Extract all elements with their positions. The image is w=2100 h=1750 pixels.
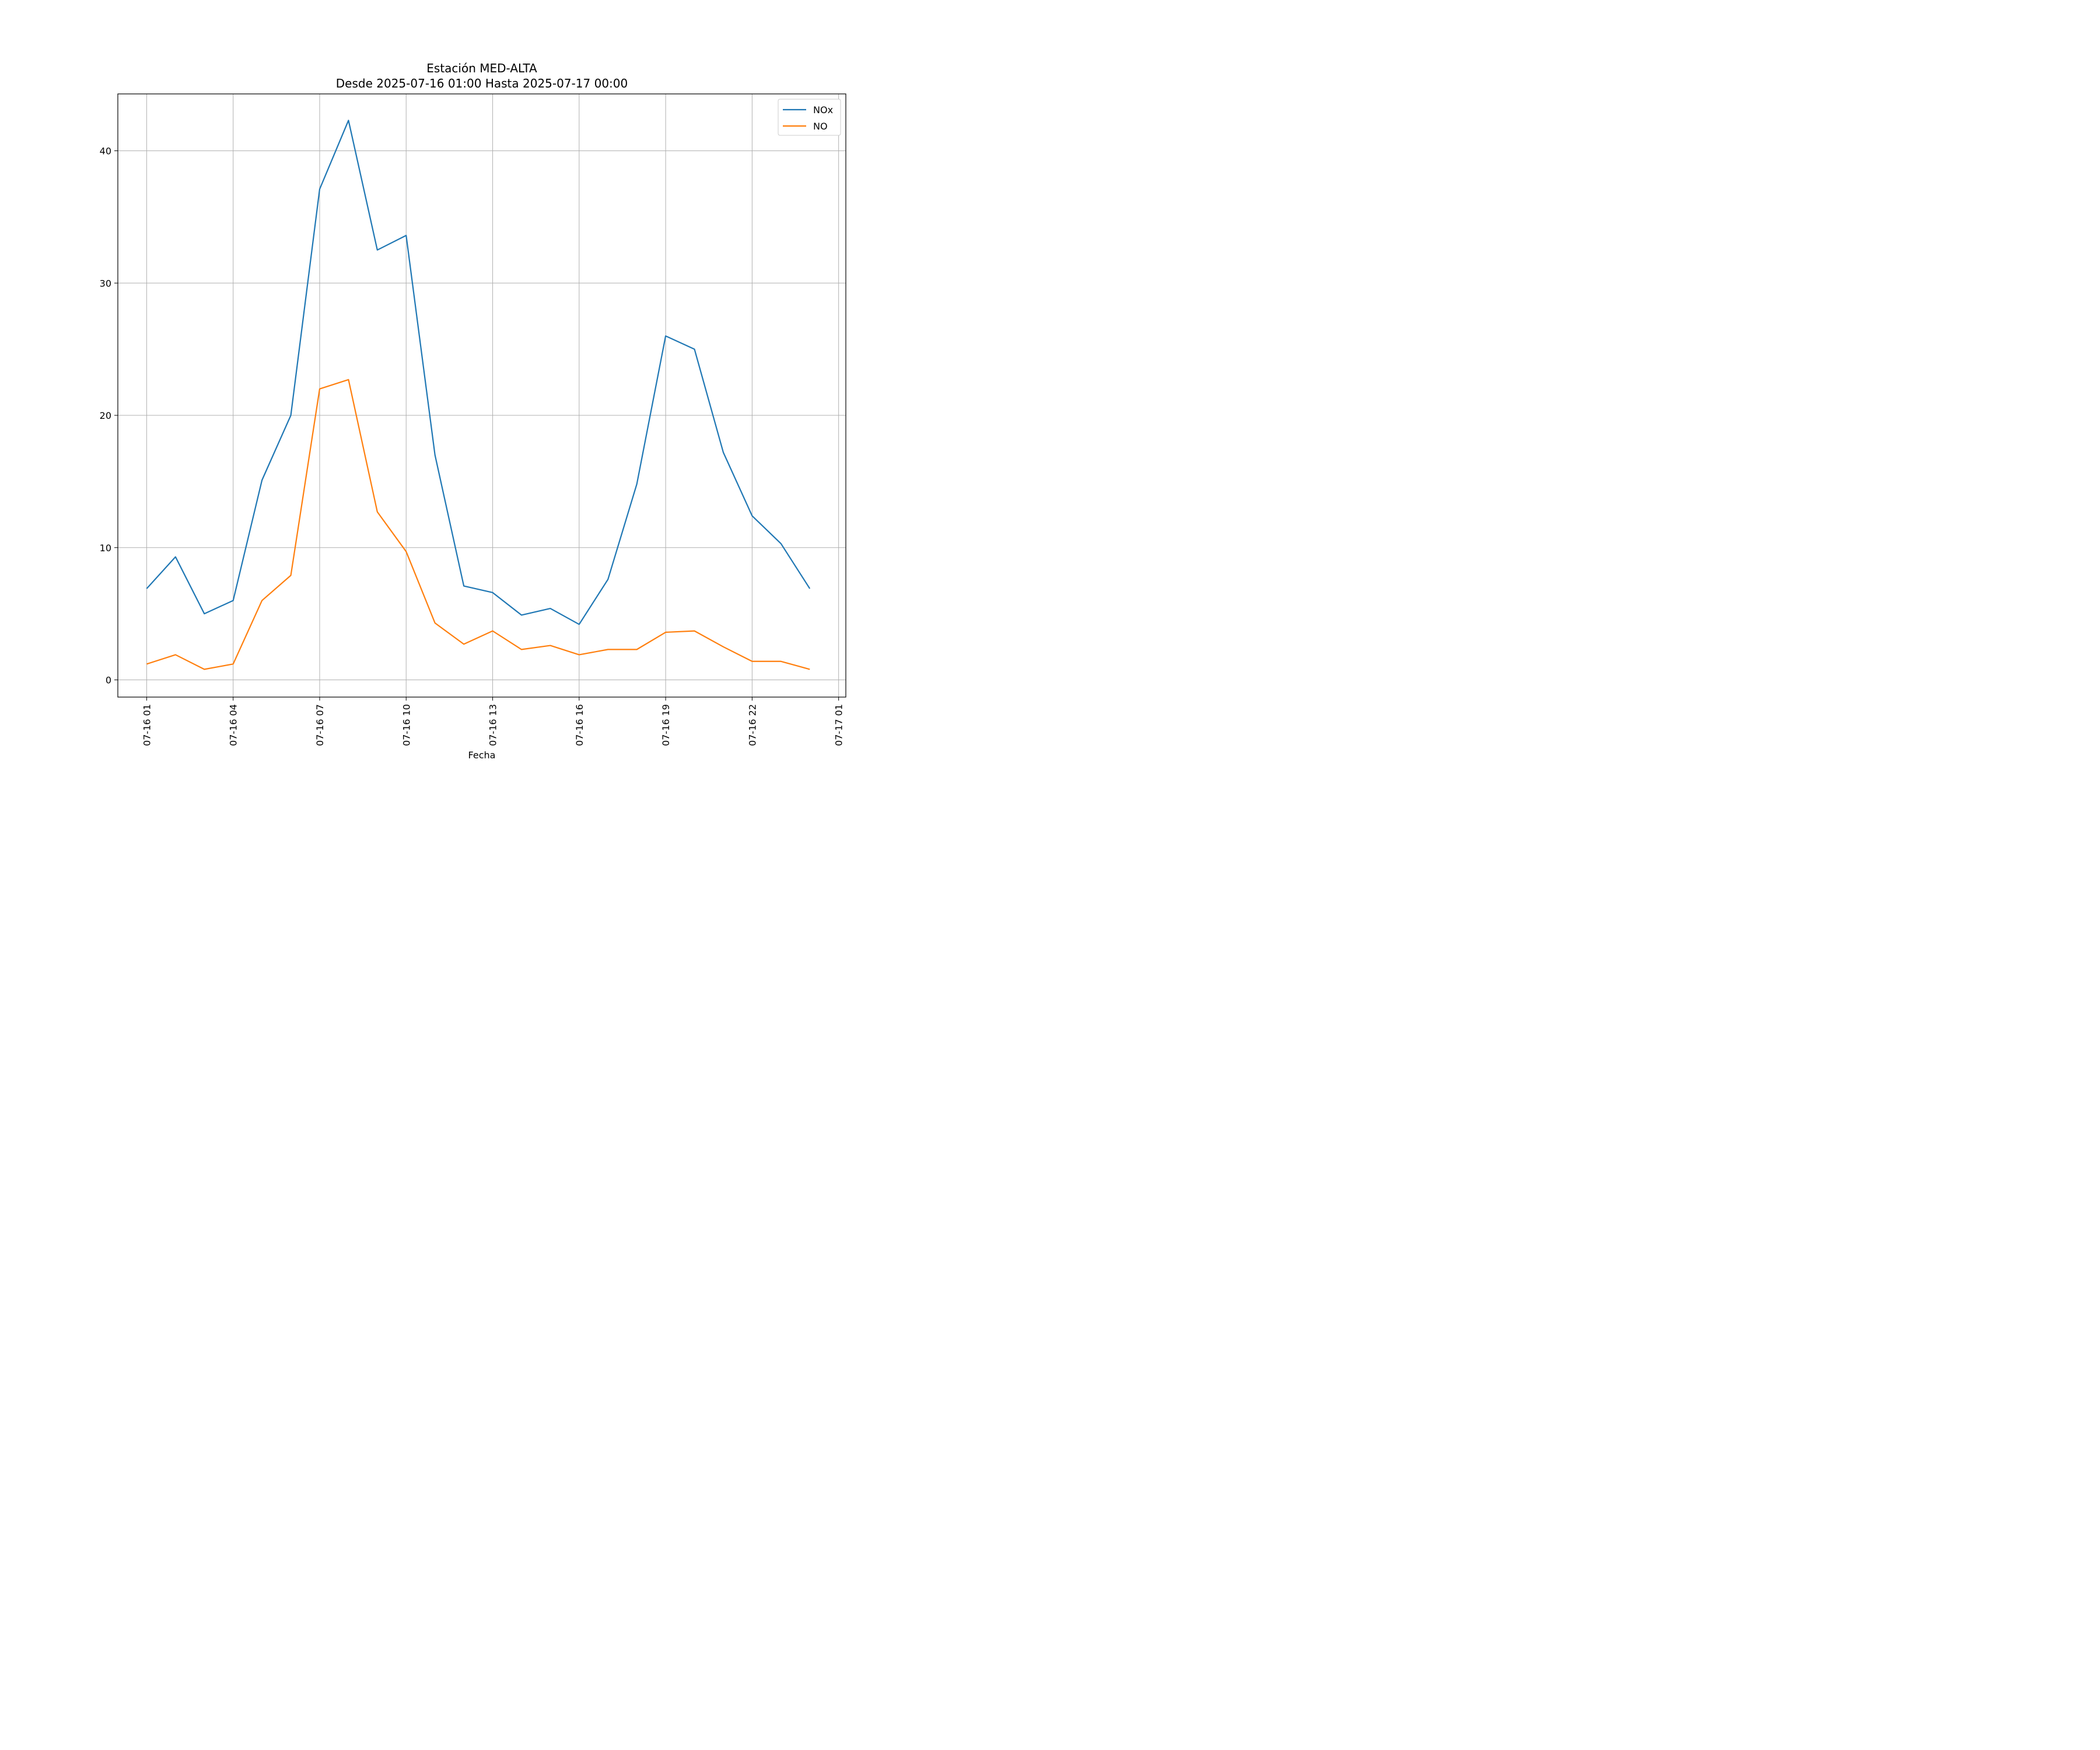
y-tick-label: 20: [100, 410, 111, 421]
y-tick-label: 40: [100, 146, 111, 157]
series-layer: [146, 120, 811, 670]
x-tick-label: 07-16 10: [401, 704, 412, 746]
grid: [118, 94, 846, 697]
plot-frame: [117, 93, 846, 698]
y-tick-label: 30: [100, 278, 111, 289]
x-tick-label: 07-16 07: [314, 704, 326, 746]
x-tick-label: 07-16 22: [747, 704, 758, 746]
y-tick-label: 10: [100, 542, 111, 554]
legend: NOx NO: [778, 99, 841, 136]
x-tick-label: 07-17 01: [834, 704, 845, 746]
y-tick-label: 0: [106, 675, 111, 686]
series-line-nox: [146, 120, 811, 625]
chart: Estación MED-ALTA Desde 2025-07-16 01:00…: [0, 0, 933, 761]
legend-items: NOx NO: [783, 104, 833, 132]
chart-title: Estación MED-ALTA: [426, 61, 537, 75]
x-tick-label: 07-16 04: [228, 704, 239, 746]
series-no: [146, 379, 810, 670]
line-chart: Estación MED-ALTA Desde 2025-07-16 01:00…: [100, 61, 846, 761]
legend-label: NOx: [813, 104, 833, 116]
series-nox: [146, 120, 811, 625]
x-tick-label: 07-16 01: [141, 704, 152, 746]
legend-label: NO: [813, 121, 828, 132]
x-tick-label: 07-16 16: [574, 704, 585, 746]
x-tick-label: 07-16 13: [488, 704, 499, 746]
x-axis-label: Fecha: [468, 750, 496, 758]
chart-subtitle: Desde 2025-07-16 01:00 Hasta 2025-07-17 …: [336, 76, 628, 90]
ticks: 0 10 20 30 40 07-16 01 07-16 04 07-16 07 07-16 1…: [100, 146, 845, 746]
series-line-no: [146, 379, 810, 670]
x-tick-label: 07-16 19: [660, 704, 671, 746]
